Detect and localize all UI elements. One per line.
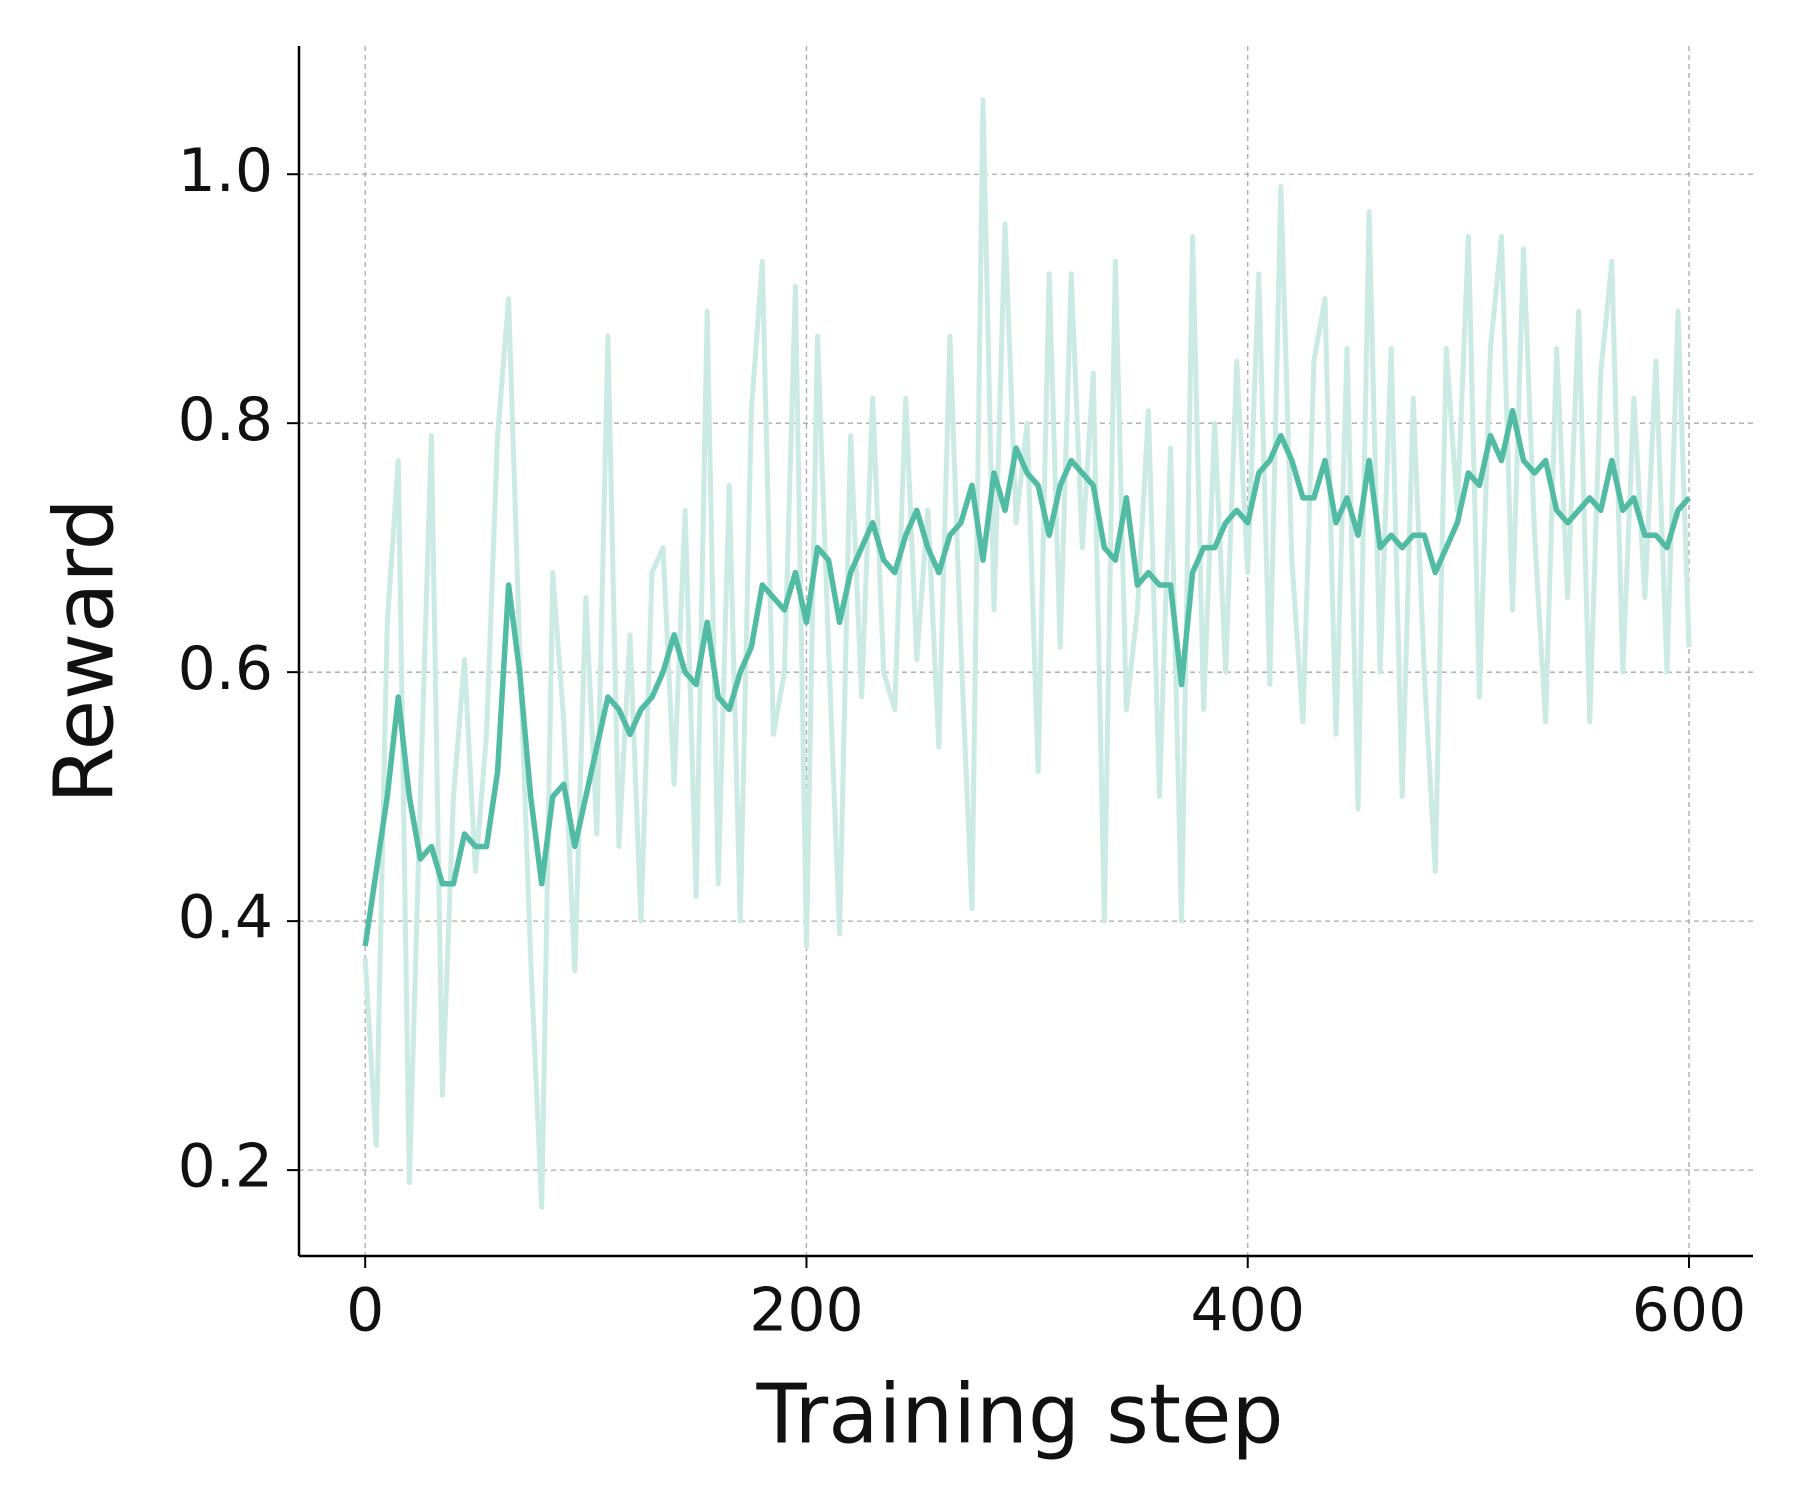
y-tick-label: 0.4 (178, 883, 273, 953)
y-tick-label: 0.8 (178, 385, 273, 455)
x-tick-label: 400 (1190, 1276, 1305, 1346)
y-tick-label: 0.6 (178, 634, 273, 704)
x-tick-label: 0 (346, 1276, 384, 1346)
y-axis-label: Reward (37, 498, 132, 803)
x-tick-label: 200 (749, 1276, 864, 1346)
y-tick-label: 1.0 (178, 136, 273, 206)
y-tick-label: 0.2 (178, 1132, 273, 1202)
series-line (362, 97, 1692, 1210)
x-axis-label: Training step (756, 1367, 1284, 1462)
series-line (362, 407, 1692, 947)
x-tick-label: 600 (1632, 1276, 1747, 1346)
